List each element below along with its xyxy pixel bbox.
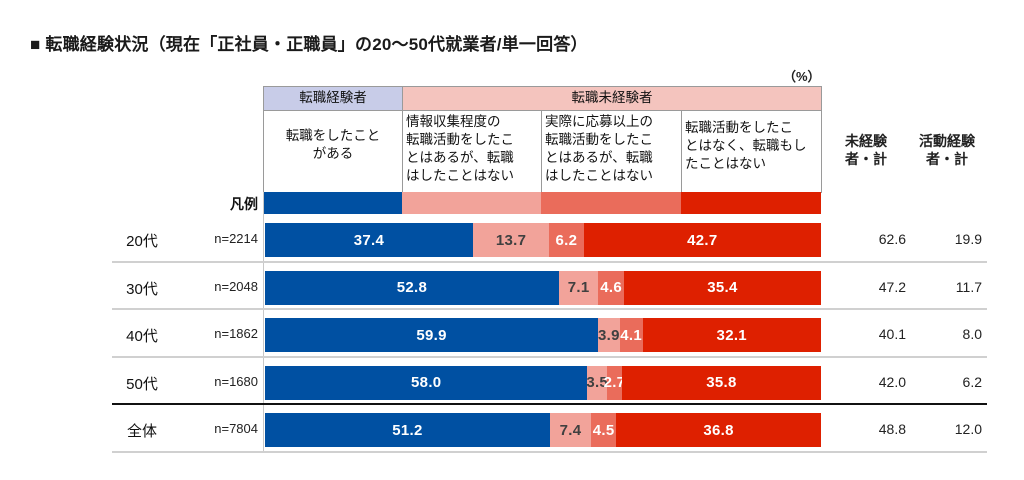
row-label: 50代	[126, 375, 158, 393]
data-label: 7.4	[559, 421, 582, 439]
data-label: 35.8	[706, 374, 737, 391]
row-label: 30代	[126, 280, 158, 298]
segment-no-activity: 32.1	[642, 318, 821, 352]
legend-swatch-no-activity	[681, 192, 821, 214]
not-experienced-total-value: 47.2	[878, 278, 906, 295]
total-separator	[112, 403, 987, 405]
data-label: 59.9	[416, 326, 447, 344]
data-label: 58.0	[411, 374, 442, 391]
data-label: 42.7	[687, 231, 718, 249]
activity-total-value: 12.0	[954, 421, 982, 437]
segment-no-activity: 36.8	[616, 413, 821, 447]
sample-size: n=1862	[214, 326, 258, 341]
segment-no-activity: 35.8	[621, 365, 821, 400]
data-label: 4.1	[620, 326, 642, 344]
segment-applied: 4.1	[619, 318, 643, 352]
legend-category-changed-jobs: 転職をしたこと がある	[263, 110, 403, 193]
activity-total-value: 6.2	[962, 373, 982, 390]
segment-applied: 4.5	[591, 413, 617, 447]
row-label: 20代	[126, 233, 158, 250]
legend-category-applied: 実際に応募以上の 転職活動をしたこ とはあるが、転職 はしたことはない	[541, 110, 682, 193]
segment-changed-jobs: 51.2	[265, 413, 550, 447]
header-group-not-experienced: 転職未経験者	[402, 86, 822, 111]
legend-category-no-activity: 転職活動をしたこ とはなく、転職もし たことはない	[681, 110, 822, 193]
data-label: 51.2	[392, 421, 423, 439]
data-label: 13.7	[495, 231, 527, 249]
segment-applied: 2.7	[604, 365, 625, 400]
data-label: 3.9	[597, 326, 620, 344]
data-label: 4.6	[600, 279, 623, 296]
segment-no-activity: 35.4	[623, 270, 821, 305]
legend-swatch-applied	[541, 192, 681, 214]
axis-line	[263, 192, 264, 453]
activity-total-value: 8.0	[962, 326, 982, 342]
data-label: 32.1	[716, 326, 747, 344]
row-label: 全体	[126, 423, 157, 440]
not-experienced-total-value: 62.6	[878, 231, 906, 247]
data-label: 3.5	[586, 374, 609, 391]
legend-category-info-gathering: 情報収集程度の 転職活動をしたこ とはあるが、転職 はしたことはない	[402, 110, 542, 193]
sample-size: n=2214	[214, 231, 258, 246]
sample-size: n=7804	[214, 421, 258, 436]
segment-info-gathering: 3.9	[598, 318, 620, 352]
not-experienced-total-value: 40.1	[878, 326, 906, 342]
segment-changed-jobs: 59.9	[265, 318, 599, 352]
data-label: 52.8	[396, 279, 428, 296]
chart-title: ■ 転職経験状況（現在「正社員・正職員」の20〜50代就業者/単一回答）	[30, 35, 588, 54]
column-header-not-experienced-total: 未経験 者・計	[845, 133, 887, 167]
segment-changed-jobs: 37.4	[265, 223, 473, 257]
not-experienced-total-value: 42.0	[878, 373, 906, 390]
data-label: 37.4	[353, 231, 385, 249]
data-label: 6.2	[555, 231, 578, 249]
data-label: 35.4	[707, 279, 738, 296]
row-separator	[112, 450, 987, 453]
activity-total-value: 11.7	[955, 278, 982, 295]
data-label: 2.7	[603, 374, 626, 391]
unit-label: （%）	[783, 69, 821, 84]
row-separator	[112, 355, 987, 358]
legend-swatch-changed-jobs	[264, 192, 402, 214]
data-label: 36.8	[703, 421, 734, 439]
segment-info-gathering: 13.7	[472, 223, 550, 257]
row-separator	[112, 260, 987, 263]
activity-total-value: 19.9	[954, 231, 982, 247]
row-separator	[112, 308, 987, 310]
legend-swatch-info-gathering	[402, 192, 541, 214]
sample-size: n=1680	[214, 373, 258, 389]
sample-size: n=2048	[214, 278, 258, 294]
segment-info-gathering: 7.4	[549, 413, 592, 447]
segment-info-gathering: 3.5	[586, 365, 609, 400]
segment-changed-jobs: 58.0	[265, 365, 588, 400]
column-header-activity-total: 活動経験 者・計	[919, 133, 975, 167]
row-label: 40代	[126, 328, 158, 345]
data-label: 7.1	[567, 279, 590, 296]
segment-no-activity: 42.7	[583, 223, 821, 257]
header-group-experienced: 転職経験者	[263, 86, 403, 111]
data-label: 4.5	[592, 421, 615, 439]
segment-applied: 4.6	[598, 270, 624, 305]
segment-info-gathering: 7.1	[558, 270, 599, 305]
segment-applied: 6.2	[549, 223, 584, 257]
legend-label: 凡例	[230, 196, 258, 212]
segment-changed-jobs: 52.8	[265, 270, 559, 305]
not-experienced-total-value: 48.8	[878, 421, 906, 437]
